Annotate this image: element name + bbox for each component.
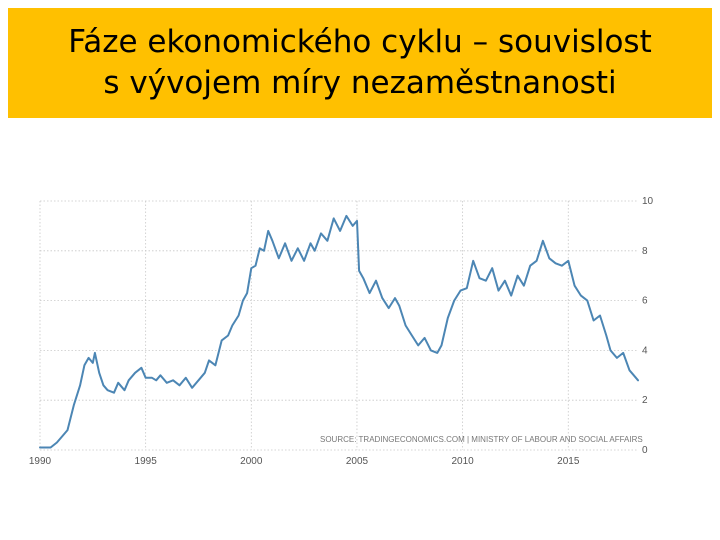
y-tick-label-0: 0 bbox=[642, 445, 648, 456]
x-tick-label-1990: 1990 bbox=[29, 456, 52, 467]
x-tick-label-2005: 2005 bbox=[346, 456, 369, 467]
axis-layer: 0 2 4 6 8 10 1990 1995 2000 2005 2010 2015 bbox=[29, 196, 654, 467]
y-tick-label-8: 8 bbox=[642, 246, 648, 257]
y-tick-label-4: 4 bbox=[642, 345, 648, 356]
y-tick-label-10: 10 bbox=[642, 196, 654, 207]
slide-title-line-1: Fáze ekonomického cyklu – souvislost bbox=[68, 24, 652, 60]
x-tick-label-2010: 2010 bbox=[451, 456, 474, 467]
grid-layer bbox=[39, 200, 638, 451]
x-tick-label-2000: 2000 bbox=[240, 456, 263, 467]
source-note: SOURCE: TRADINGECONOMICS.COM | MINISTRY … bbox=[320, 435, 643, 444]
series-layer bbox=[39, 214, 639, 449]
unemployment-chart: 0 2 4 6 8 10 1990 1995 2000 2005 2010 2015 SOURCE: … bbox=[0, 180, 720, 480]
x-tick-label-1995: 1995 bbox=[135, 456, 158, 467]
slide-title-line-2: s vývojem míry nezaměstnanosti bbox=[103, 65, 617, 101]
x-tick-label-2015: 2015 bbox=[557, 456, 580, 467]
slide-title-banner: Fáze ekonomického cyklu – souvislost s v… bbox=[8, 8, 712, 118]
y-tick-label-6: 6 bbox=[642, 296, 648, 307]
y-tick-label-2: 2 bbox=[642, 395, 648, 406]
series-line-0 bbox=[39, 214, 639, 449]
line-chart-svg: 0 2 4 6 8 10 1990 1995 2000 2005 2010 2015 SOURCE: … bbox=[29, 196, 654, 467]
